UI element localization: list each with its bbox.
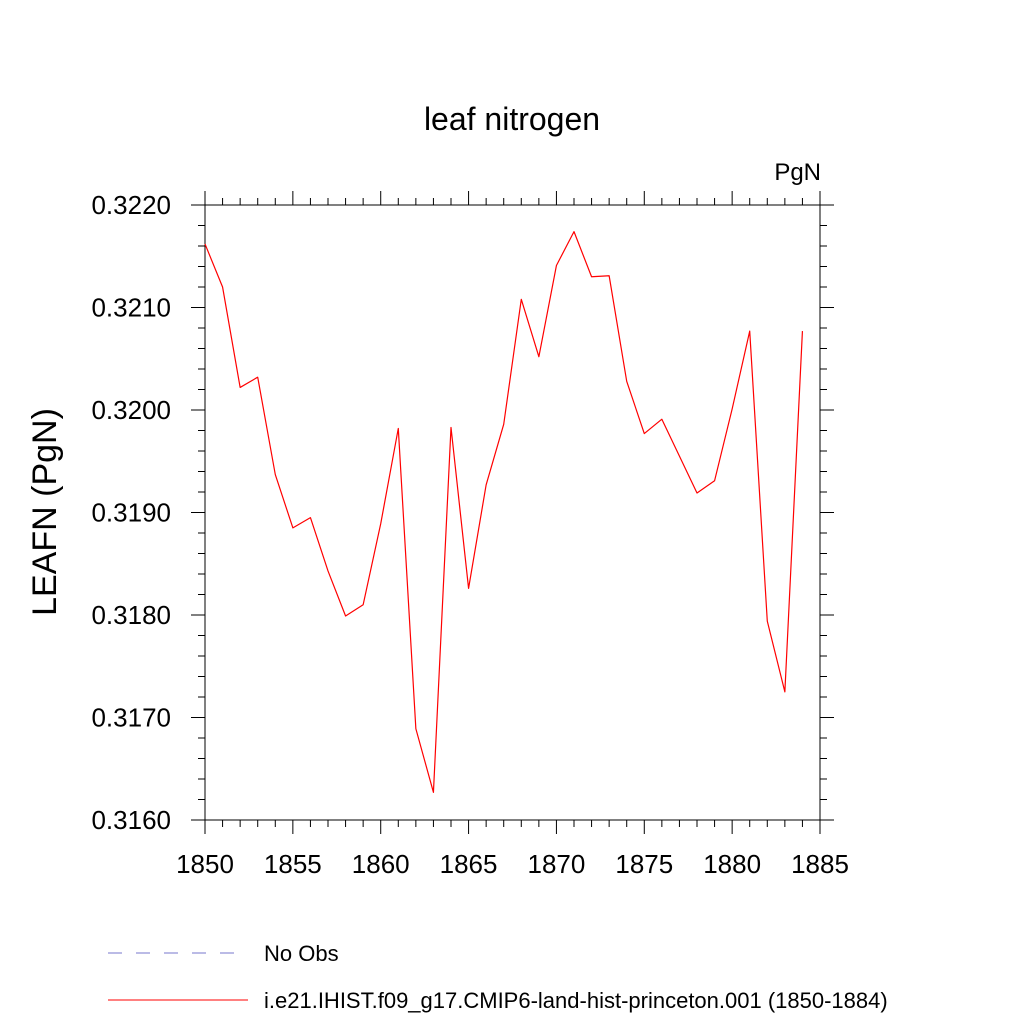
x-tick-label: 1880 [703,849,761,879]
y-tick-label: 0.3190 [91,498,171,528]
y-axis-label: LEAFN (PgN) [26,408,64,616]
x-tick-label: 1850 [176,849,234,879]
x-tick-label: 1855 [264,849,322,879]
y-tick-label: 0.3210 [91,293,171,323]
y-tick-label: 0.3170 [91,703,171,733]
x-tick-label: 1875 [615,849,673,879]
y-tick-label: 0.3180 [91,600,171,630]
x-tick-label: 1860 [352,849,410,879]
units-label: PgN [774,159,821,186]
legend-label: No Obs [264,941,339,966]
y-tick-label: 0.3220 [91,190,171,220]
y-tick-label: 0.3200 [91,395,171,425]
plot-area: 1850 1855 1860 1865 1870 1875 1880 1885 0.3160 0.… [91,190,848,879]
plot-frame [204,204,821,821]
chart-title: leaf nitrogen [424,101,600,137]
legend-label: i.e21.IHIST.f09_g17.CMIP6-land-hist-prin… [264,988,888,1013]
legend: No Obs i.e21.IHIST.f09_g17.CMIP6-land-his… [108,941,888,1013]
x-tick-label: 1865 [440,849,498,879]
series-line [204,231,804,793]
y-tick-label: 0.3160 [91,805,171,835]
x-tick-label: 1870 [528,849,586,879]
x-tick-label: 1885 [791,849,849,879]
